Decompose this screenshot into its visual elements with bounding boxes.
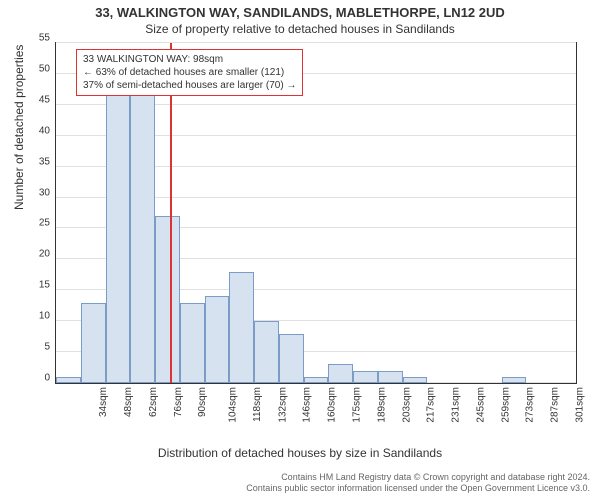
- y-tick-label: 30: [39, 187, 56, 198]
- y-tick-label: 40: [39, 125, 56, 136]
- histogram-bar: [130, 68, 155, 383]
- x-tick-label: 62sqm: [148, 387, 159, 417]
- histogram-bar: [328, 364, 353, 383]
- histogram-bar: [81, 303, 106, 383]
- annotation-line-1: 33 WALKINGTON WAY: 98sqm: [83, 53, 296, 66]
- x-tick-label: 76sqm: [173, 387, 184, 417]
- y-tick-label: 55: [39, 33, 56, 44]
- histogram-bar: [403, 377, 428, 383]
- footer-line-1: Contains HM Land Registry data © Crown c…: [246, 472, 590, 484]
- histogram-bar: [502, 377, 527, 383]
- footer-attribution: Contains HM Land Registry data © Crown c…: [246, 472, 590, 495]
- histogram-bar: [304, 377, 329, 383]
- y-tick-label: 15: [39, 280, 56, 291]
- x-tick-label: 104sqm: [228, 387, 239, 423]
- x-tick-label: 175sqm: [352, 387, 363, 423]
- histogram-bar: [180, 303, 205, 383]
- x-tick-label: 273sqm: [525, 387, 536, 423]
- histogram-bar: [229, 272, 254, 383]
- annotation-line-3: 37% of semi-detached houses are larger (…: [83, 79, 296, 92]
- chart-title-sub: Size of property relative to detached ho…: [0, 22, 600, 36]
- y-tick-label: 5: [44, 342, 56, 353]
- x-tick-label: 160sqm: [327, 387, 338, 423]
- x-tick-label: 189sqm: [376, 387, 387, 423]
- x-tick-label: 301sqm: [574, 387, 585, 423]
- x-tick-label: 231sqm: [451, 387, 462, 423]
- x-tick-label: 146sqm: [302, 387, 313, 423]
- x-tick-label: 34sqm: [98, 387, 109, 417]
- y-tick-label: 20: [39, 249, 56, 260]
- x-tick-label: 287sqm: [550, 387, 561, 423]
- x-tick-label: 259sqm: [500, 387, 511, 423]
- histogram-bar: [254, 321, 279, 383]
- y-axis-label: Number of detached properties: [12, 45, 26, 210]
- histogram-bar: [155, 216, 180, 383]
- y-tick-label: 10: [39, 311, 56, 322]
- annotation-box: 33 WALKINGTON WAY: 98sqm← 63% of detache…: [76, 49, 303, 96]
- x-tick-label: 217sqm: [426, 387, 437, 423]
- histogram-bar: [205, 296, 230, 383]
- chart-container: 33, WALKINGTON WAY, SANDILANDS, MABLETHO…: [0, 0, 600, 500]
- x-tick-label: 90sqm: [197, 387, 208, 417]
- histogram-bar: [353, 371, 378, 383]
- plot-area: 051015202530354045505534sqm48sqm62sqm76s…: [55, 42, 577, 384]
- footer-line-2: Contains public sector information licen…: [246, 483, 590, 495]
- y-tick-label: 0: [44, 373, 56, 384]
- histogram-bar: [56, 377, 81, 383]
- y-tick-label: 50: [39, 63, 56, 74]
- gridline: [56, 42, 576, 43]
- x-tick-label: 132sqm: [277, 387, 288, 423]
- y-tick-label: 25: [39, 218, 56, 229]
- x-tick-label: 245sqm: [475, 387, 486, 423]
- x-tick-label: 203sqm: [401, 387, 412, 423]
- histogram-bar: [106, 74, 131, 383]
- y-tick-label: 45: [39, 94, 56, 105]
- chart-title-main: 33, WALKINGTON WAY, SANDILANDS, MABLETHO…: [0, 5, 600, 20]
- x-tick-label: 48sqm: [123, 387, 134, 417]
- y-tick-label: 35: [39, 156, 56, 167]
- histogram-bar: [378, 371, 403, 383]
- x-tick-label: 118sqm: [252, 387, 263, 422]
- annotation-line-2: ← 63% of detached houses are smaller (12…: [83, 66, 296, 79]
- histogram-bar: [279, 334, 304, 383]
- x-axis-label: Distribution of detached houses by size …: [0, 446, 600, 460]
